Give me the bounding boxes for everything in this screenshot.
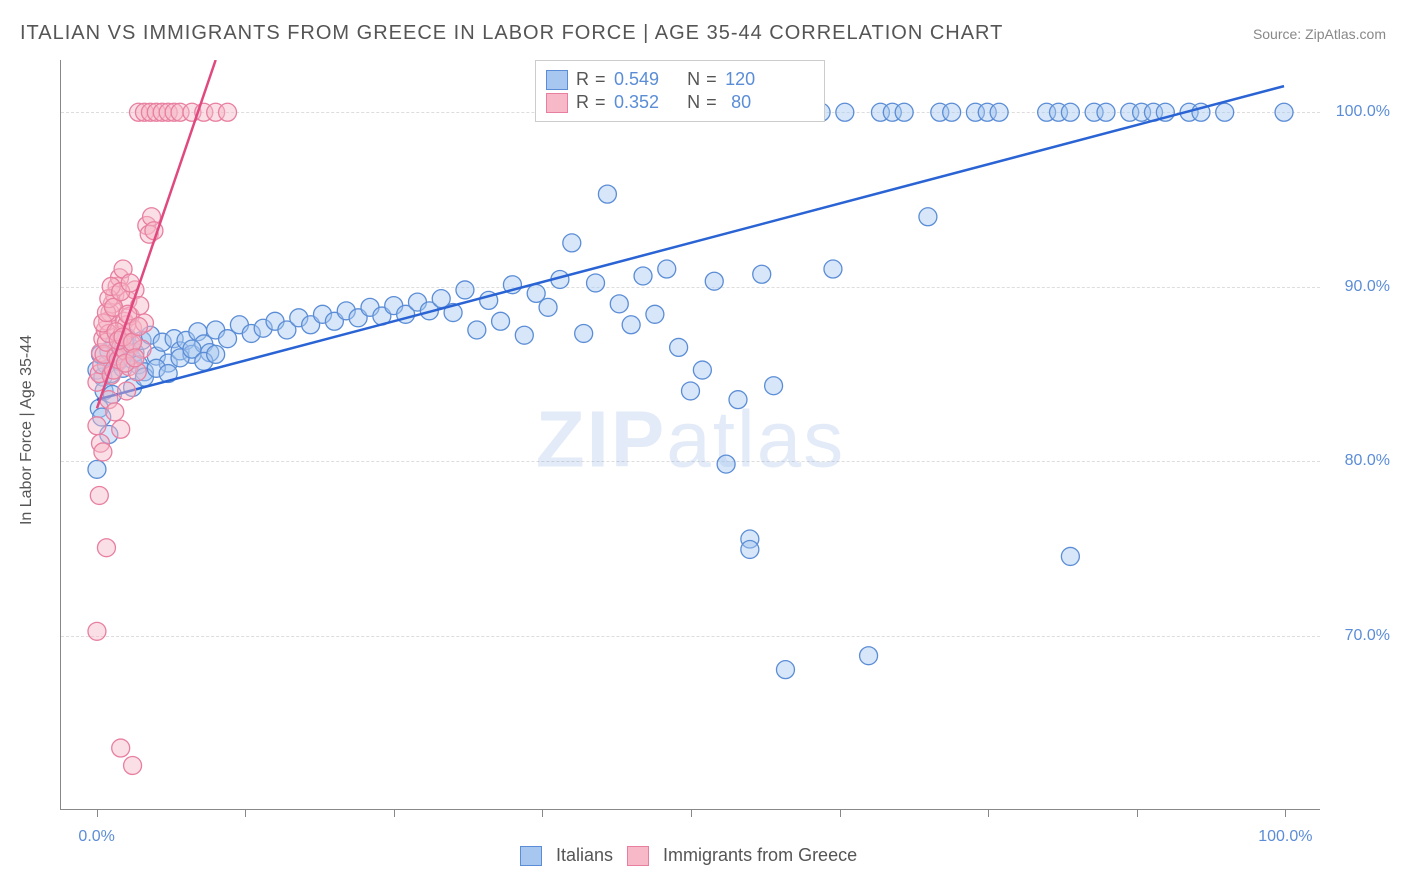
scatter-point — [539, 298, 557, 316]
scatter-point — [118, 382, 136, 400]
scatter-point — [836, 103, 854, 121]
scatter-point — [563, 234, 581, 252]
source-name: ZipAtlas.com — [1305, 26, 1386, 42]
xtick — [840, 809, 841, 817]
scatter-point — [753, 265, 771, 283]
scatter-point — [646, 305, 664, 323]
scatter-point — [860, 647, 878, 665]
scatter-point — [990, 103, 1008, 121]
swatch-pink-bottom — [627, 846, 649, 866]
r-value-blue: 0.549 — [614, 69, 659, 90]
scatter-point — [207, 345, 225, 363]
scatter-point — [575, 324, 593, 342]
scatter-point — [658, 260, 676, 278]
scatter-point — [112, 739, 130, 757]
scatter-point — [895, 103, 913, 121]
r-value-pink: 0.352 — [614, 92, 659, 113]
trend-line — [97, 86, 1284, 400]
chart-title: ITALIAN VS IMMIGRANTS FROM GREECE IN LAB… — [20, 22, 1003, 45]
ytick-label: 70.0% — [1345, 627, 1390, 645]
r-label: R = — [576, 92, 606, 113]
scatter-point — [515, 326, 533, 344]
scatter-point — [1061, 547, 1079, 565]
scatter-point — [219, 103, 237, 121]
xtick — [97, 809, 98, 817]
scatter-point — [670, 338, 688, 356]
scatter-point — [1216, 103, 1234, 121]
correlation-legend: R = 0.549 N = 120 R = 0.352 N = 80 — [535, 60, 825, 122]
xtick — [691, 809, 692, 817]
scatter-point — [106, 403, 124, 421]
scatter-point — [693, 361, 711, 379]
scatter-point — [765, 377, 783, 395]
scatter-point — [1061, 103, 1079, 121]
xtick — [988, 809, 989, 817]
scatter-point — [634, 267, 652, 285]
r-label: R = — [576, 69, 606, 90]
scatter-point — [88, 622, 106, 640]
y-axis-label: In Labor Force | Age 35-44 — [18, 335, 36, 525]
n-label: N = — [687, 69, 717, 90]
legend-greece: Immigrants from Greece — [663, 845, 857, 866]
ytick-label: 80.0% — [1345, 452, 1390, 470]
source-prefix: Source: — [1253, 26, 1305, 42]
scatter-point — [492, 312, 510, 330]
scatter-point — [94, 443, 112, 461]
n-value-pink: 80 — [725, 92, 751, 113]
scatter-point — [1097, 103, 1115, 121]
scatter-point — [126, 349, 144, 367]
scatter-point — [717, 455, 735, 473]
scatter-point — [88, 417, 106, 435]
xtick — [394, 809, 395, 817]
scatter-point — [682, 382, 700, 400]
xtick — [1137, 809, 1138, 817]
legend-italians: Italians — [556, 845, 613, 866]
swatch-blue-bottom — [520, 846, 542, 866]
xtick — [1285, 809, 1286, 817]
scatter-point — [705, 272, 723, 290]
scatter-point — [943, 103, 961, 121]
n-value-blue: 120 — [725, 69, 755, 90]
scatter-point — [776, 661, 794, 679]
scatter-point — [468, 321, 486, 339]
xtick-label: 100.0% — [1258, 828, 1312, 846]
scatter-point — [824, 260, 842, 278]
scatter-point — [587, 274, 605, 292]
scatter-point — [97, 539, 115, 557]
ytick-label: 90.0% — [1345, 278, 1390, 296]
scatter-point — [124, 756, 142, 774]
chart-svg — [61, 60, 1320, 809]
scatter-point — [88, 460, 106, 478]
xtick-label: 0.0% — [78, 828, 114, 846]
xtick — [542, 809, 543, 817]
scatter-point — [622, 316, 640, 334]
ytick-label: 100.0% — [1336, 103, 1390, 121]
series-legend: Italians Immigrants from Greece — [520, 845, 857, 866]
scatter-point — [741, 540, 759, 558]
source-attribution: Source: ZipAtlas.com — [1253, 26, 1386, 42]
n-label: N = — [687, 92, 717, 113]
scatter-point — [610, 295, 628, 313]
swatch-pink — [546, 93, 568, 113]
scatter-point — [1275, 103, 1293, 121]
scatter-point — [130, 318, 148, 336]
scatter-point — [456, 281, 474, 299]
scatter-point — [112, 420, 130, 438]
legend-row-blue: R = 0.549 N = 120 — [546, 69, 814, 90]
plot-area: ZIPatlas 70.0%80.0%90.0%100.0%0.0%100.0% — [60, 60, 1320, 810]
legend-row-pink: R = 0.352 N = 80 — [546, 92, 814, 113]
scatter-point — [90, 486, 108, 504]
xtick — [245, 809, 246, 817]
scatter-point — [729, 391, 747, 409]
scatter-point — [598, 185, 616, 203]
scatter-point — [919, 208, 937, 226]
swatch-blue — [546, 70, 568, 90]
